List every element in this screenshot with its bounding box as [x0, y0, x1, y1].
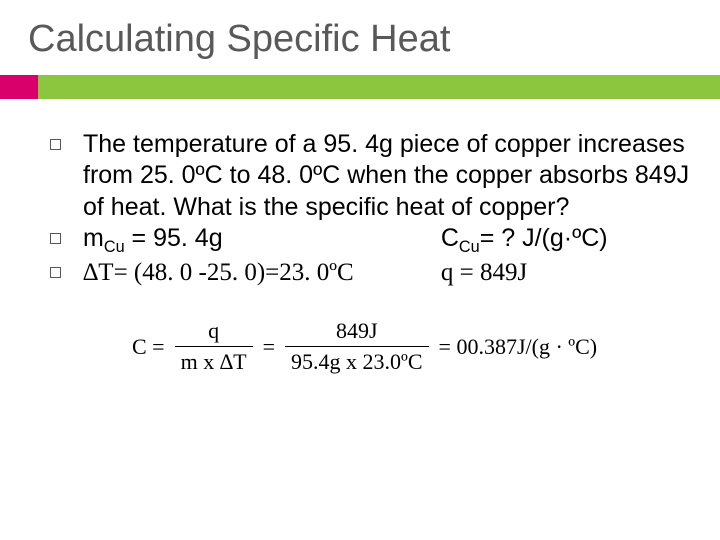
mass-sub: Cu	[104, 238, 125, 256]
dt-cell: ∆T= (48. 0 -25. 0)=23. 0ºC	[83, 257, 441, 288]
c-label: C	[441, 224, 459, 252]
accent-green	[38, 75, 720, 99]
c-cell: CCu= ? J/(g·ºC)	[441, 223, 700, 257]
frac1-den: m x ∆T	[175, 347, 253, 375]
problem-text: The temperature of a 95. 4g piece of cop…	[83, 129, 700, 223]
bullet-dt-q: ∆T= (48. 0 -25. 0)=23. 0ºC q = 849J	[50, 257, 700, 288]
frac2-num: 849J	[330, 318, 384, 346]
slide-title: Calculating Specific Heat	[0, 0, 720, 61]
frac2-den: 95.4g x 23.0ºC	[285, 347, 429, 375]
mass-label: m	[83, 224, 104, 252]
mass-c-line: mCu = 95. 4g CCu= ? J/(g·ºC)	[83, 223, 700, 257]
bullet-problem: The temperature of a 95. 4g piece of cop…	[50, 129, 700, 223]
bullet-icon	[50, 139, 61, 150]
formula-frac1: q m x ∆T	[175, 318, 253, 375]
frac1-num: q	[202, 318, 225, 346]
dt-q-line: ∆T= (48. 0 -25. 0)=23. 0ºC q = 849J	[83, 257, 700, 288]
q-cell: q = 849J	[441, 257, 700, 288]
content-area: The temperature of a 95. 4g piece of cop…	[0, 99, 720, 375]
mass-rest: = 95. 4g	[125, 224, 223, 252]
c-rest: = ? J/(g·ºC)	[480, 224, 608, 252]
bullet-mass-c: mCu = 95. 4g CCu= ? J/(g·ºC)	[50, 223, 700, 257]
c-sub: Cu	[459, 238, 480, 256]
formula-frac2: 849J 95.4g x 23.0ºC	[285, 318, 429, 375]
accent-bar	[0, 75, 720, 99]
formula-result: = 00.387J/(g · ºC)	[439, 334, 598, 360]
formula-eq1: =	[263, 334, 275, 360]
bullet-icon	[50, 233, 61, 244]
accent-pink	[0, 75, 38, 99]
bullet-icon	[50, 267, 61, 278]
mass-cell: mCu = 95. 4g	[83, 223, 441, 257]
formula-lhs: C =	[132, 334, 165, 360]
formula: C = q m x ∆T = 849J 95.4g x 23.0ºC = 00.…	[128, 318, 700, 375]
